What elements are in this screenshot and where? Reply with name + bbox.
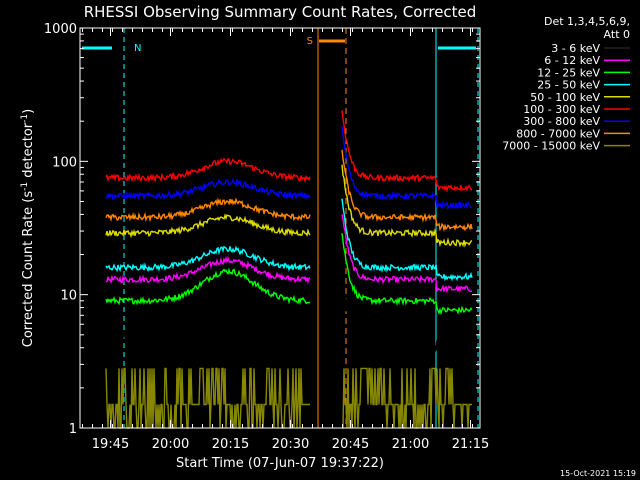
- night-label: N: [134, 43, 141, 54]
- chart-title: RHESSI Observing Summary Count Rates, Co…: [84, 3, 477, 21]
- x-tick-label: 21:00: [392, 437, 429, 452]
- series-line: [342, 367, 472, 429]
- legend-label: 6 - 12 keV: [544, 54, 600, 67]
- tick-marks: [80, 28, 480, 429]
- y-axis-label-text-c: ): [21, 109, 36, 114]
- timestamp: 15-Oct-2021 15:19: [560, 469, 636, 478]
- y-axis-label: Corrected Count Rate (s-1 detector-1): [20, 109, 36, 347]
- series-line: [105, 277, 311, 370]
- series-line: [341, 149, 473, 233]
- series-line: [341, 164, 473, 248]
- y-axis-label-text-b: detector: [21, 122, 36, 182]
- series-line: [105, 255, 311, 285]
- x-tick-label: 20:15: [212, 437, 249, 452]
- x-tick-label: 20:00: [152, 437, 189, 452]
- series-line: [341, 214, 473, 294]
- legend-label: 300 - 800 keV: [523, 115, 600, 128]
- y-axis-label-exp-a: -1: [20, 182, 30, 191]
- series-line: [341, 272, 473, 382]
- x-tick-label: 20:45: [332, 437, 369, 452]
- series-line: [105, 157, 311, 184]
- legend-label: 25 - 50 keV: [537, 79, 600, 92]
- series-line: [341, 198, 473, 282]
- plot-area: NS: [79, 27, 481, 429]
- series-line: [105, 197, 311, 223]
- y-axis-label-text-a: Corrected Count Rate (s: [21, 191, 36, 348]
- saa-label: S: [307, 36, 313, 47]
- y-tick-labels: 1 10 100 1000: [44, 22, 77, 437]
- series-line: [105, 267, 311, 306]
- legend-label: 800 - 7000 keV: [516, 127, 600, 140]
- legend-title-line-1: Det 1,3,4,5,6,9,: [544, 15, 630, 28]
- legend-label: 50 - 100 keV: [530, 91, 600, 104]
- y-tick-label: 1000: [44, 22, 77, 37]
- x-tick-label: 21:15: [452, 437, 489, 452]
- series-lines: [105, 110, 473, 429]
- y-tick-label: 10: [60, 289, 77, 304]
- series-line: [105, 367, 310, 429]
- x-tick-label: 19:45: [92, 437, 129, 452]
- series-line: [105, 213, 311, 239]
- x-tick-label: 20:30: [272, 437, 309, 452]
- svg-text:Corrected Count Rate (s-1 dete: Corrected Count Rate (s-1 detector-1): [20, 109, 36, 347]
- plot-frame: [79, 27, 481, 429]
- series-line: [341, 126, 473, 211]
- legend-label: 12 - 25 keV: [537, 66, 600, 79]
- series-line: [105, 245, 311, 273]
- y-axis-label-exp-b: -1: [20, 114, 30, 123]
- x-tick-labels: 19:45 20:00 20:15 20:30 20:45 21:00 21:15: [92, 437, 489, 452]
- legend-label: 3 - 6 keV: [551, 42, 600, 55]
- x-axis-label: Start Time (07-Jun-07 19:37:22): [176, 456, 384, 471]
- series-line: [341, 233, 473, 316]
- y-tick-label: 1: [69, 422, 77, 437]
- series-line: [341, 110, 473, 193]
- series-line: [105, 177, 311, 201]
- legend-label: 7000 - 15000 keV: [502, 140, 600, 153]
- legend-title-line-2: Att 0: [604, 28, 630, 41]
- legend-label: 100 - 300 keV: [523, 103, 600, 116]
- annotation-regions: NS: [82, 28, 479, 428]
- y-tick-label: 100: [52, 155, 77, 170]
